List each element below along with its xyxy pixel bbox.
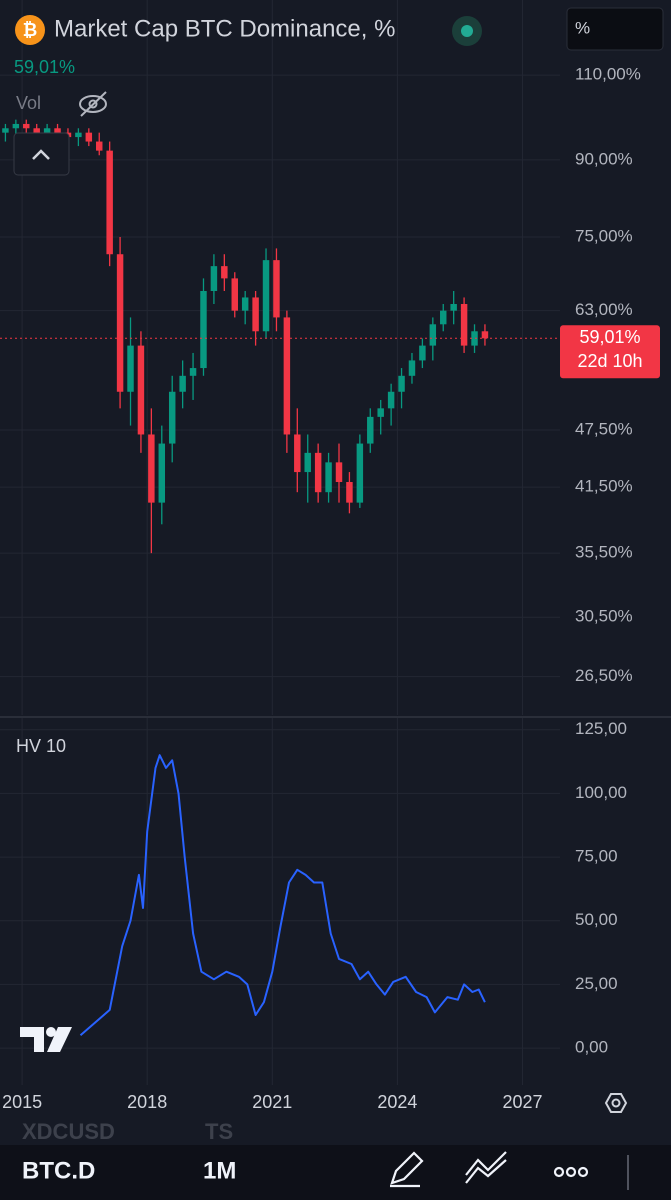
candle-body (33, 128, 40, 133)
candle-body (398, 375, 405, 392)
candle-body (54, 128, 61, 133)
candle-body (158, 443, 166, 503)
x-tick-label: 2018 (127, 1092, 167, 1112)
collapse-button[interactable] (13, 132, 70, 176)
candle-body (325, 462, 332, 493)
collapse-icon[interactable] (32, 149, 50, 160)
tv-logo (20, 1027, 72, 1052)
y-tick-label: 75,00% (575, 226, 633, 245)
candle-body (262, 260, 270, 332)
indicator-title: HV 10 (16, 736, 66, 756)
candle-body (481, 331, 489, 339)
candle-body (471, 331, 478, 346)
candle-body (346, 482, 353, 503)
marks (0, 119, 560, 1037)
candle-body (168, 391, 176, 444)
candle-body (335, 462, 343, 483)
chart-title: Market Cap BTC Dominance, % (54, 15, 395, 42)
candle-body (460, 304, 468, 346)
candle-body (241, 297, 249, 311)
y-tick-label: 100,00 (575, 783, 627, 802)
candle-body (429, 324, 437, 346)
candle-body (231, 278, 238, 311)
bitcoin-icon (15, 15, 45, 45)
candle-body (283, 317, 291, 435)
toolbar (0, 1145, 671, 1200)
settings-icon[interactable] (604, 1093, 628, 1113)
hide-icon[interactable] (79, 91, 107, 117)
scale-button[interactable] (566, 7, 664, 51)
candle-body (252, 297, 259, 332)
candle-body (273, 260, 280, 318)
y-tick-label: 25,00 (575, 974, 618, 993)
y-tick-label: 26,50% (575, 666, 633, 685)
last-price-badge (560, 325, 660, 379)
candle-body (2, 128, 9, 133)
more-menu[interactable] (553, 1166, 589, 1178)
candle-body (304, 452, 311, 473)
candle-body (450, 304, 457, 311)
y-tick-label: 30,50% (575, 607, 633, 626)
candle-body (221, 266, 228, 279)
y-tick-label: 110,00% (575, 65, 641, 84)
candle-body (419, 345, 426, 361)
grid (0, 0, 560, 1085)
x-tick-label: 2027 (502, 1092, 542, 1112)
candle-body (189, 368, 197, 376)
draw-tool[interactable] (390, 1151, 424, 1188)
y-tick-label: 47,50% (575, 419, 633, 438)
candle-body (210, 266, 218, 292)
y-tick-label: 63,00% (575, 300, 633, 319)
interval[interactable]: 1M (203, 1157, 236, 1184)
candle-body (200, 291, 207, 369)
volume-label[interactable]: Vol (16, 93, 41, 113)
hidden-symbol: XDCUSD (22, 1119, 115, 1144)
bitcoin-glyph: ₿ (23, 20, 38, 40)
last-value: 59,01% (14, 57, 75, 77)
candle-body (356, 443, 364, 503)
last-price-label: 59,01% (579, 327, 640, 347)
x-tick-label: 2024 (377, 1092, 417, 1112)
x-tick-label: 2021 (252, 1092, 292, 1112)
candle-body (127, 345, 134, 392)
candle-body (116, 254, 124, 392)
hidden-type: TS (205, 1119, 233, 1144)
y-tick-label: 35,50% (575, 543, 633, 562)
candle-body (377, 408, 384, 417)
candle-body (367, 416, 374, 444)
y-tick-label: 0,00 (575, 1038, 608, 1057)
bar-countdown: 22d 10h (577, 351, 642, 371)
x-tick-label: 2015 (2, 1092, 42, 1112)
candle-body (96, 141, 103, 151)
candle-body (148, 434, 155, 503)
market-status-dot (461, 25, 473, 37)
y-tick-label: 50,00 (575, 910, 618, 929)
y-tick-label: 90,00% (575, 149, 633, 168)
candle-body (75, 132, 82, 138)
indicators-tool[interactable] (465, 1151, 507, 1184)
candle-body (314, 452, 322, 493)
candle-body (85, 132, 93, 142)
y-tick-label: 125,00 (575, 719, 627, 738)
candle-body (137, 345, 145, 435)
candle-body (43, 128, 51, 133)
candle-body (294, 434, 301, 473)
symbol[interactable]: BTC.D (22, 1157, 95, 1184)
candle-body (106, 150, 113, 255)
candle-body (179, 375, 186, 392)
y-tick-label: 75,00 (575, 847, 618, 866)
y-tick-label: 41,50% (575, 477, 633, 496)
candle-body (408, 360, 416, 376)
indicator-line (79, 754, 486, 1037)
candle-body (440, 310, 447, 325)
candle-body (387, 391, 395, 409)
candle-body (12, 123, 20, 129)
scale-button-label[interactable]: % (575, 18, 590, 37)
candle-body (23, 123, 30, 129)
